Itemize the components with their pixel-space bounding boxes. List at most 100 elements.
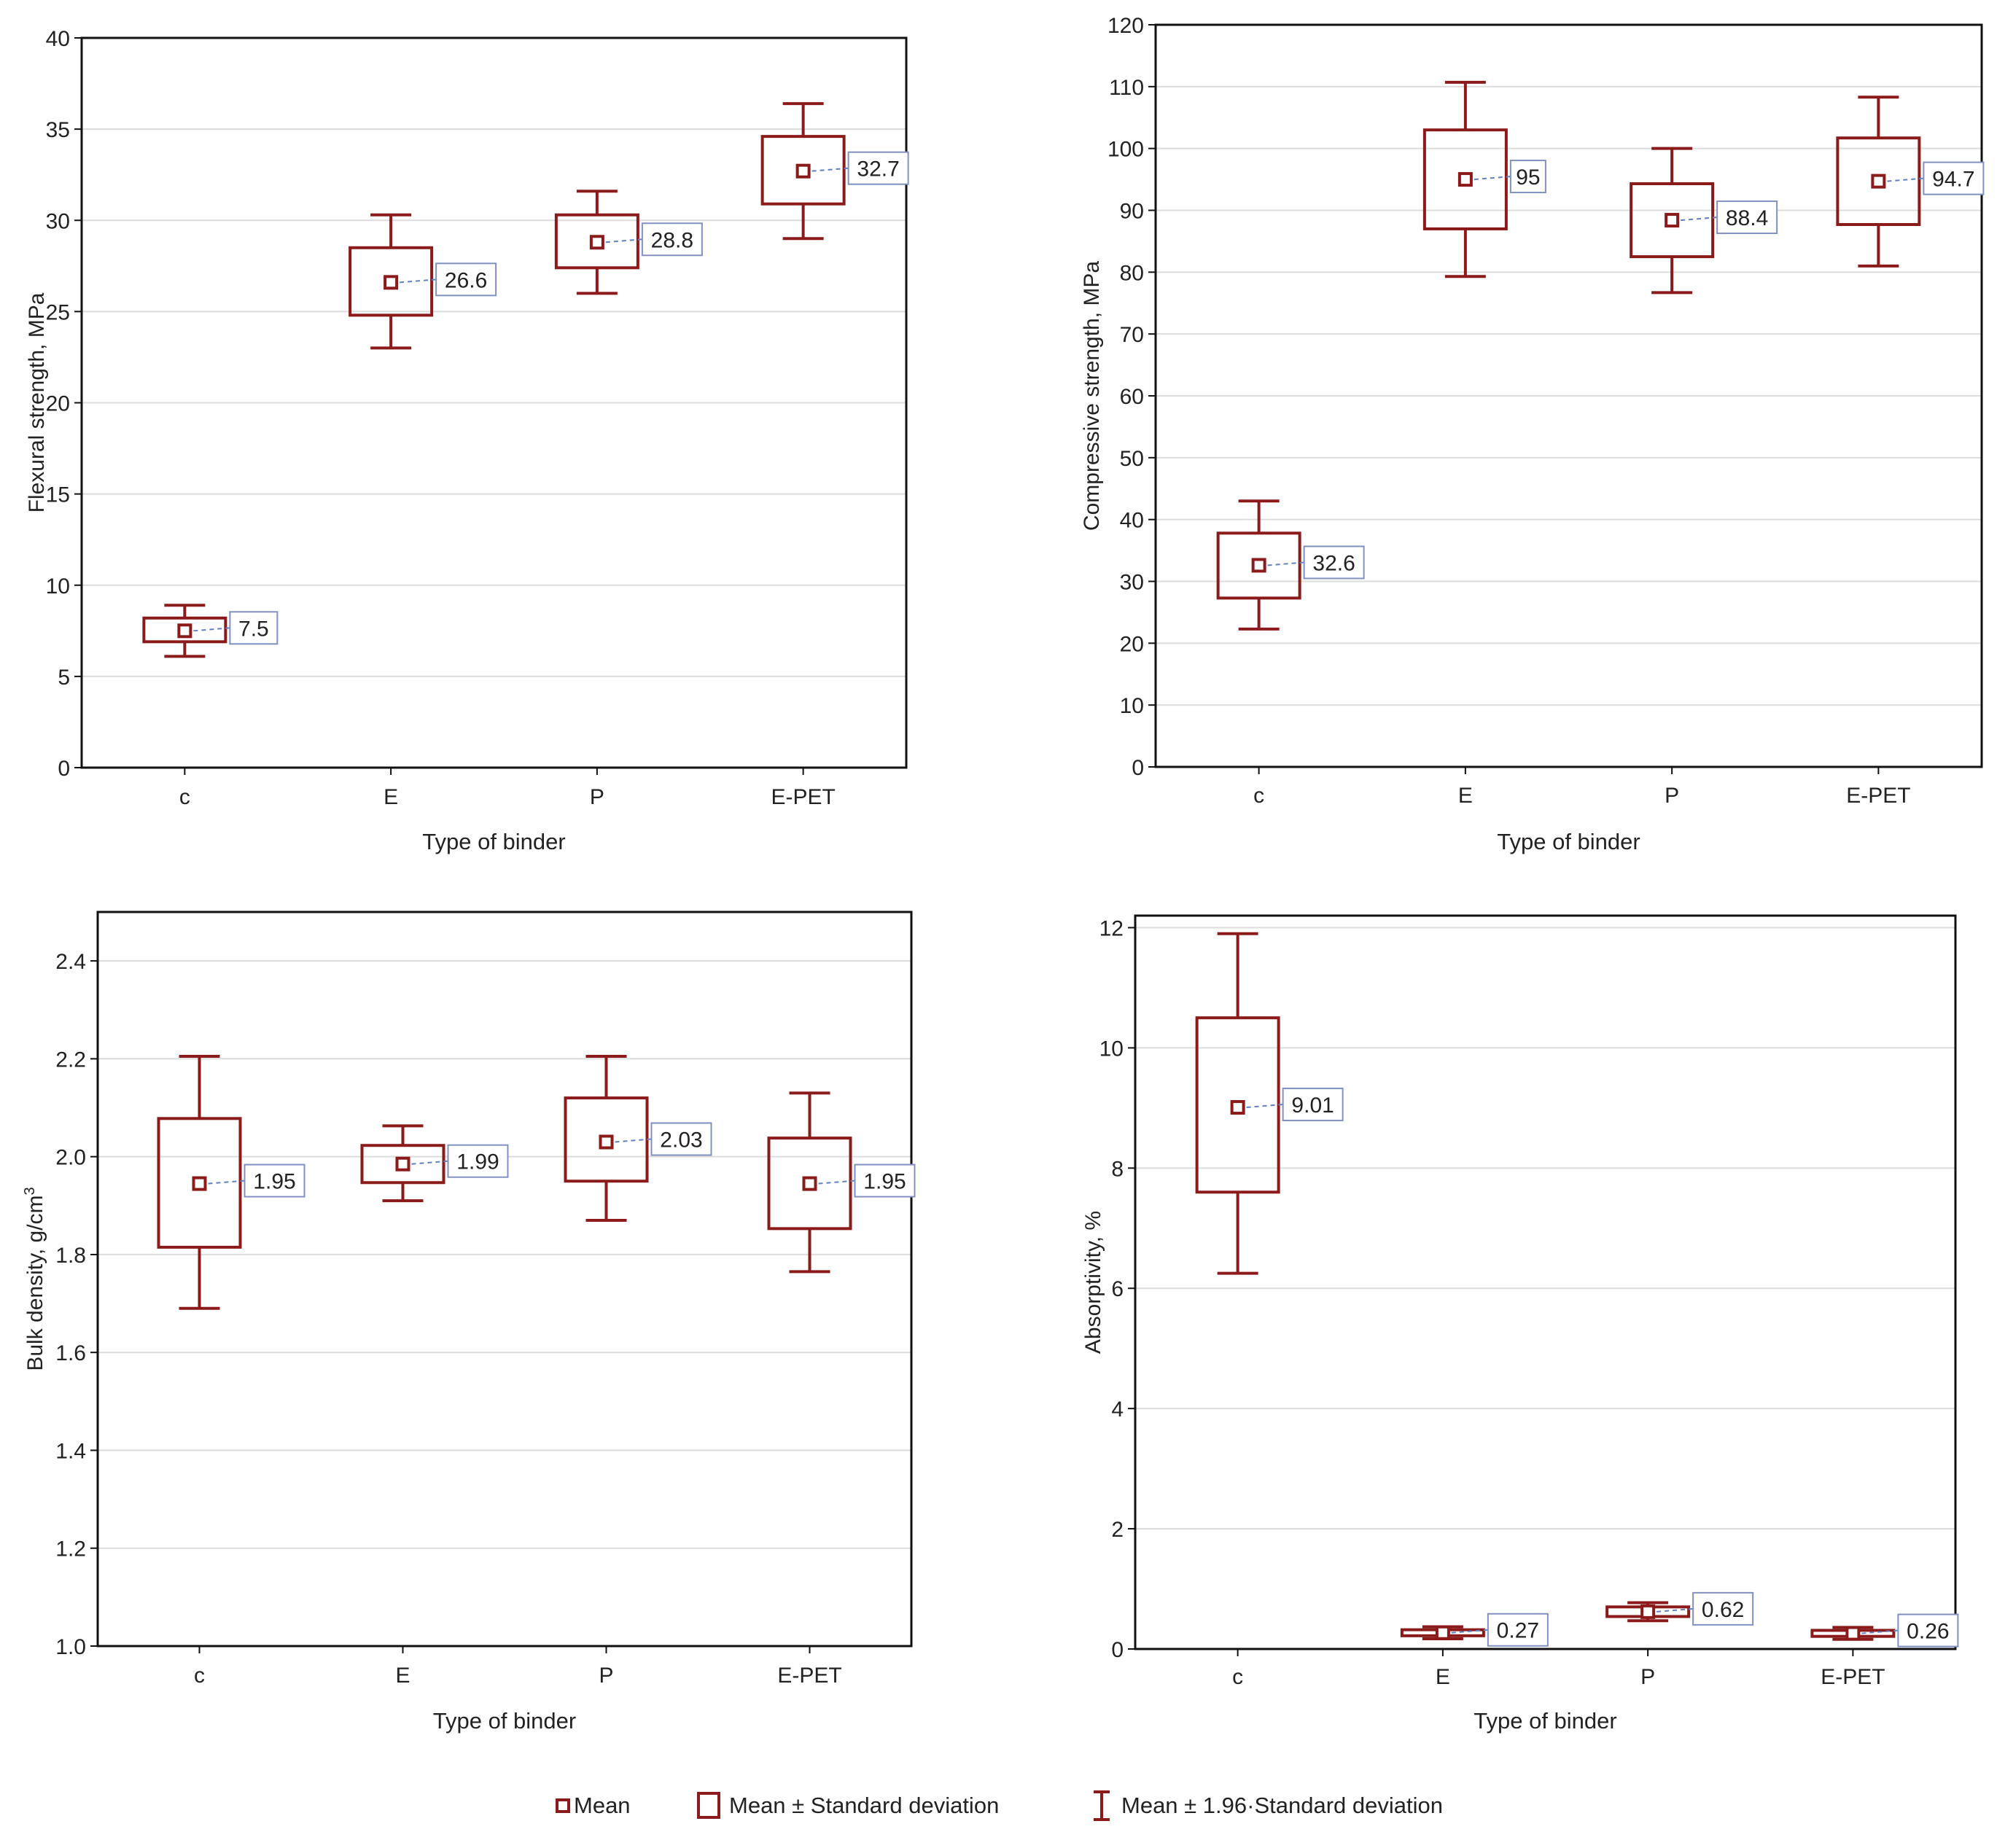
y-tick-label: 110 (1109, 76, 1144, 100)
legend: Mean Mean ± Standard deviation Mean ± 1.… (0, 1779, 1997, 1837)
y-tick-label: 15 (46, 483, 70, 507)
chart-flexural: 0 5 10 15 20 25 30 35 40 Flexural strength, MPa Ty… (25, 27, 909, 854)
mean-value-label: 1.95 (253, 1170, 295, 1194)
legend-label-mean: Mean (574, 1793, 631, 1818)
mean-label-box (1303, 545, 1365, 580)
y-axis-label: Compressive strength, MPa (1080, 261, 1104, 531)
mean-label-box (641, 222, 703, 257)
sd-box (1836, 136, 1921, 227)
y-tick-label: 0 (58, 757, 70, 781)
y-tick-label: 20 (1120, 632, 1144, 656)
label-leader (1861, 1629, 1899, 1634)
x-tick-label: E-PET (1821, 1665, 1885, 1689)
y-tick-label: 0 (1111, 1638, 1124, 1662)
mean-marker-icon (556, 1798, 570, 1813)
mean-label-box (1282, 1088, 1344, 1122)
mean-marker (384, 275, 399, 290)
boxplot-p: 2.03 (564, 1055, 712, 1222)
y-tick-label: 30 (1120, 571, 1144, 595)
label-leader (1657, 1607, 1694, 1613)
y-tick-label: 10 (1099, 1037, 1124, 1061)
x-tick-label: E (1458, 784, 1473, 808)
sd-box (157, 1117, 242, 1249)
chart-absorptivity: 0 2 4 6 8 10 12 Absorptivity, % Type of binder c 9… (1081, 914, 1959, 1734)
boxplot-c: 1.95 (157, 1055, 305, 1310)
y-tick-label: 20 (46, 392, 70, 416)
mean-marker (589, 235, 604, 250)
x-tick-label: E (395, 1664, 410, 1688)
x-tick-label: E (1436, 1665, 1450, 1689)
mean-marker (1435, 1625, 1450, 1640)
whisker-icon (1094, 1790, 1110, 1821)
mean-marker (1640, 1604, 1656, 1619)
plot-frame (1134, 914, 1957, 1650)
mean-value-label: 0.26 (1907, 1620, 1949, 1644)
x-tick-label: c (194, 1664, 205, 1688)
mean-value-label: 7.5 (238, 617, 269, 641)
boxplot-e-pet: 32.7 (760, 102, 909, 241)
y-tick-label: 8 (1111, 1157, 1124, 1181)
x-tick-label: c (1232, 1665, 1243, 1689)
chart-compressive: 0 10 20 30 40 50 60 70 80 90 100 110 120 Compressive … (1080, 14, 1985, 854)
boxplot-e: 95 (1422, 80, 1546, 278)
mean-value-label: 28.8 (651, 228, 693, 252)
y-tick-label: 2.0 (55, 1146, 86, 1170)
mean-value-label: 95 (1516, 165, 1540, 190)
y-tick-label: 10 (46, 574, 70, 599)
mean-value-label: 88.4 (1726, 206, 1768, 230)
label-leader (193, 627, 230, 632)
y-tick-label: 4 (1111, 1397, 1124, 1422)
legend-item-ci: Mean ± 1.96·Standard deviation (1094, 1790, 1443, 1821)
mean-marker (795, 163, 811, 179)
plot-frame (80, 36, 908, 769)
x-tick-label: E (384, 785, 398, 809)
label-leader (818, 1180, 855, 1185)
x-tick-label: c (1253, 784, 1264, 808)
mean-value-label: 1.99 (456, 1150, 499, 1174)
mean-label-box (1716, 200, 1778, 235)
y-tick-label: 70 (1120, 323, 1144, 347)
mean-marker (1845, 1626, 1861, 1641)
label-leader (615, 1138, 652, 1143)
mean-label-box (650, 1122, 712, 1156)
y-axis-label: Bulk density, g/cm3 (22, 1187, 47, 1371)
x-tick-label: E-PET (771, 785, 835, 809)
legend-item-mean: Mean (556, 1793, 631, 1818)
y-tick-label: 25 (46, 300, 70, 324)
label-leader (1887, 177, 1924, 182)
y-axis-label: Absorptivity, % (1081, 1211, 1105, 1354)
boxplot-e: 0.27 (1400, 1613, 1549, 1647)
y-tick-label: 1.2 (55, 1537, 86, 1562)
boxplot-e: 26.6 (349, 213, 497, 350)
sd-box (349, 246, 434, 317)
label-leader (811, 167, 849, 172)
sd-box (360, 1144, 445, 1185)
y-tick-label: 80 (1120, 261, 1144, 285)
y-tick-label: 50 (1120, 447, 1144, 471)
label-leader (605, 238, 642, 243)
sd-box (1216, 531, 1301, 600)
x-tick-label: P (1640, 1665, 1655, 1689)
y-tick-label: 60 (1120, 385, 1144, 409)
boxplot-c: 32.6 (1216, 499, 1365, 631)
plot-frame (1154, 23, 1983, 768)
sd-box (1630, 182, 1715, 259)
boxplot-p: 88.4 (1630, 147, 1778, 295)
mean-value-label: 0.62 (1702, 1598, 1744, 1622)
boxplot-p: 0.62 (1605, 1591, 1754, 1626)
chart-density: 1.0 1.2 1.4 1.6 1.8 2.0 2.2 2.4 Bulk density, g/… (22, 911, 916, 1734)
label-leader (1451, 1629, 1488, 1634)
y-axis-label-superscript: 3 (22, 1187, 38, 1195)
y-tick-label: 2 (1111, 1518, 1124, 1542)
x-tick-label: P (599, 1664, 613, 1688)
mean-value-label: 32.6 (1312, 551, 1355, 575)
mean-value-label: 2.03 (660, 1128, 702, 1153)
sd-box (142, 616, 227, 644)
label-leader (1681, 217, 1718, 222)
mean-marker (1457, 172, 1473, 187)
x-tick-label: E-PET (777, 1664, 841, 1688)
mean-marker (1665, 213, 1680, 228)
mean-label-box (1923, 161, 1985, 195)
mean-marker (1230, 1100, 1245, 1115)
label-leader (208, 1180, 245, 1185)
